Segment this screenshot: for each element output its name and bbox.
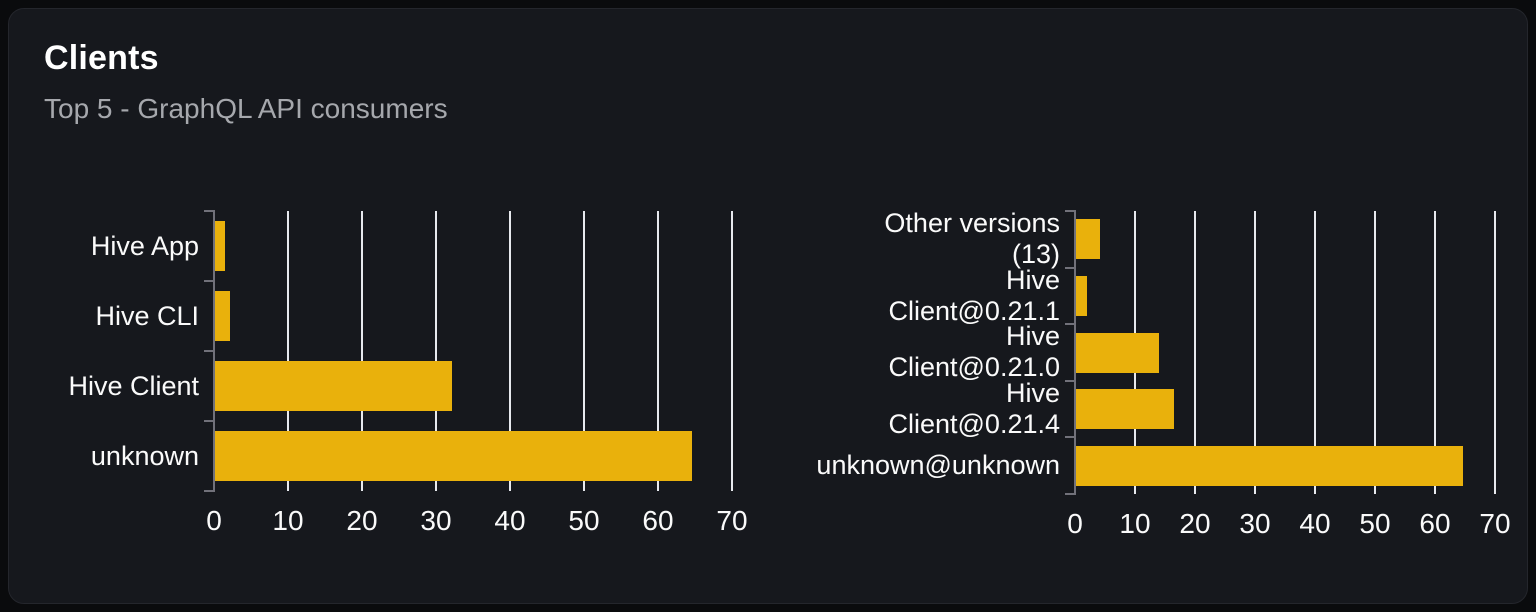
x-tick-label: 60 [642, 505, 674, 536]
x-tick-label: 70 [1479, 508, 1511, 539]
x-tick-label: 30 [1239, 508, 1271, 539]
gridline [435, 211, 437, 491]
gridline [1314, 211, 1316, 494]
plot-area [1065, 210, 1501, 495]
category-label: Other versions (13) [884, 208, 1060, 270]
y-axis-tick [1065, 210, 1074, 212]
x-tick-label: 40 [494, 505, 526, 536]
y-axis-tick [1065, 379, 1074, 382]
category-label: Hive Client [68, 370, 199, 401]
plot-area [204, 210, 739, 492]
x-tick-label: 0 [206, 505, 222, 536]
gridline [1434, 211, 1436, 494]
gridline [657, 211, 659, 491]
bar [1076, 332, 1159, 373]
gridline [1494, 211, 1496, 494]
x-tick-label: 20 [346, 505, 378, 536]
bar [1076, 389, 1174, 430]
bar [215, 291, 230, 341]
gridline [1374, 211, 1376, 494]
gridline [1194, 211, 1196, 494]
x-tick-label: 30 [420, 505, 452, 536]
gridline [361, 211, 363, 491]
x-tick-label: 0 [1067, 508, 1083, 539]
category-label: unknown@unknown [816, 450, 1060, 481]
y-axis-line [213, 210, 215, 492]
y-axis-tick [204, 490, 213, 492]
bar [1076, 445, 1463, 486]
y-axis-tick [204, 280, 213, 282]
y-axis-tick [1065, 266, 1074, 269]
x-tick-label: 50 [1359, 508, 1391, 539]
gridline [509, 211, 511, 491]
clients-by-name-chart: Hive App Hive CLI Hive Client unknown 0 10 20 3… [36, 210, 748, 541]
x-tick-label: 10 [272, 505, 304, 536]
category-label: Hive Client@0.21.0 [888, 321, 1060, 383]
category-label: Hive Client@0.21.4 [888, 378, 1060, 440]
x-tick-label: 50 [568, 505, 600, 536]
bar [1076, 219, 1100, 260]
card-subtitle: Top 5 - GraphQL API consumers [44, 93, 448, 124]
y-axis-tick [1065, 493, 1074, 495]
gridline [1254, 211, 1256, 494]
bar [1076, 275, 1087, 316]
y-axis-tick [1065, 323, 1074, 326]
y-axis-tick [204, 210, 213, 212]
y-axis-tick [204, 350, 213, 352]
clients-card: Clients Top 5 - GraphQL API consumers Hi… [8, 8, 1528, 604]
x-tick-label: 10 [1119, 508, 1151, 539]
category-label: unknown [90, 440, 199, 471]
y-axis-tick [1065, 436, 1074, 439]
y-axis-line [1074, 210, 1076, 495]
gridline [583, 211, 585, 491]
bar [215, 431, 693, 481]
y-axis-tick [204, 420, 213, 422]
bar [215, 361, 452, 411]
x-tick-label: 60 [1419, 508, 1451, 539]
clients-by-version-chart: Other versions (13) Hive Client@0.21.1 Hiv… [816, 208, 1510, 544]
card-title: Clients [44, 39, 159, 77]
category-label: Hive CLI [95, 300, 199, 331]
category-label: Hive App [90, 230, 199, 261]
gridline [287, 211, 289, 491]
category-label: Hive Client@0.21.1 [888, 264, 1060, 326]
gridline [731, 211, 733, 491]
bar [215, 221, 225, 271]
x-tick-label: 70 [716, 505, 748, 536]
x-tick-label: 40 [1299, 508, 1331, 539]
x-tick-label: 20 [1179, 508, 1211, 539]
